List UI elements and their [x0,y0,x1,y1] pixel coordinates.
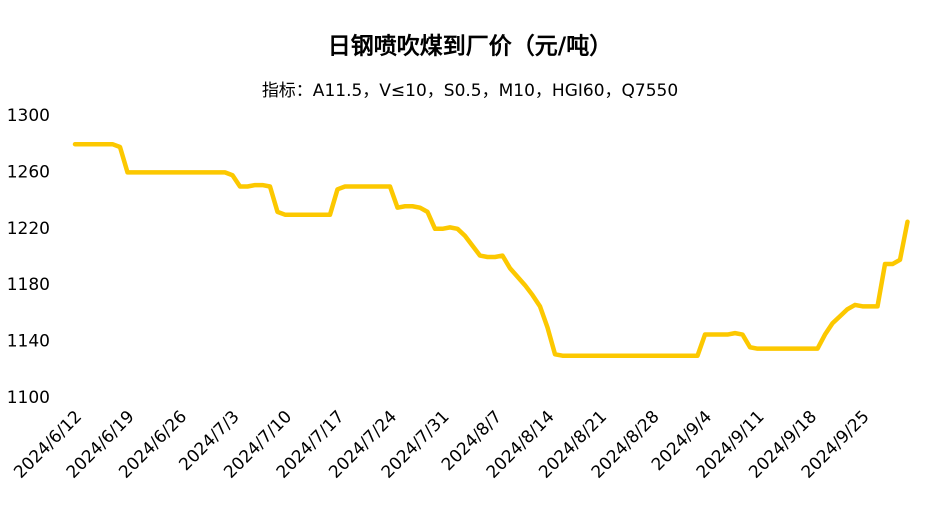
chart-title: 日钢喷吹煤到厂价（元/吨） [328,33,612,60]
y-tick-label: 1260 [7,162,50,182]
y-tick-label: 1180 [7,275,50,295]
y-tick-label: 1140 [7,332,50,352]
y-tick-label: 1100 [7,388,50,408]
line-series [72,141,910,358]
chart-subtitle: 指标：A11.5，V≤10，S0.5，M10，HGI60，Q7550 [262,81,678,101]
y-tick-label: 1220 [7,219,50,239]
y-tick-label: 1300 [7,106,50,126]
